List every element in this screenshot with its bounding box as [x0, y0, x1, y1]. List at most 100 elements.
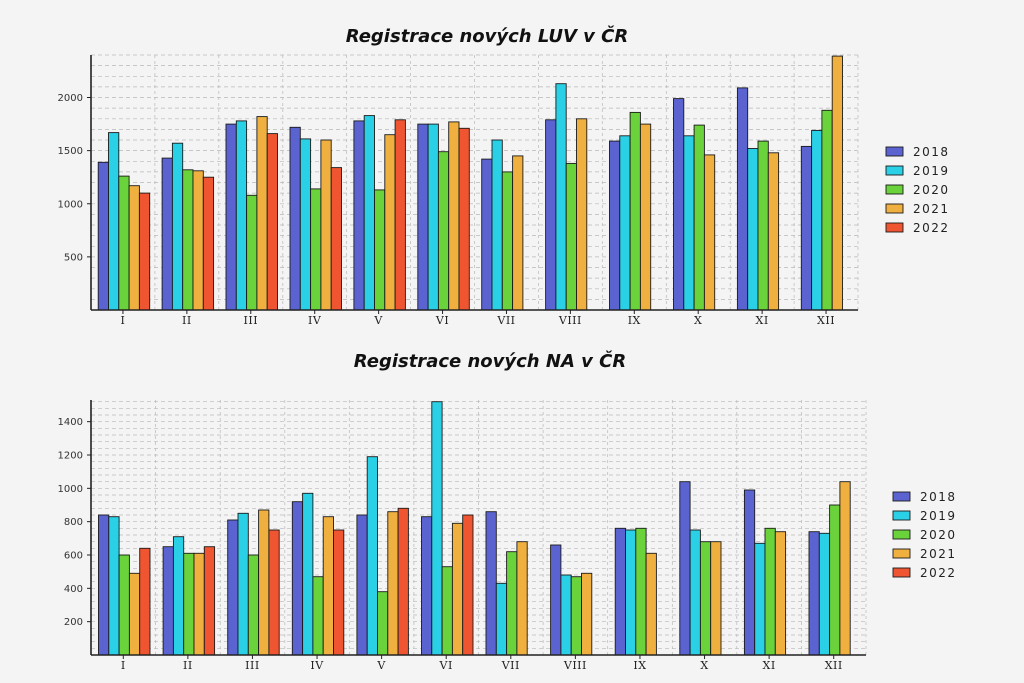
- bar-2018-III: [228, 520, 238, 655]
- bar-2021-XI: [775, 532, 785, 655]
- bar-2020-IV: [313, 577, 323, 655]
- x-tick-label: III: [244, 314, 259, 327]
- bar-2018-II: [163, 547, 173, 655]
- bar-2018-III: [226, 124, 236, 310]
- bar-2020-X: [694, 125, 704, 310]
- na-registration-chart: Registrace nových NA v ČR 20040060080010…: [58, 350, 957, 672]
- y-tick-labels: 500 1000 1500 2000: [58, 93, 91, 263]
- x-tick-labels: I II III IV V VI VII VIII IX X XI XII: [121, 655, 843, 672]
- x-tick-label: VIII: [558, 314, 582, 327]
- bar-2019-IX: [620, 136, 630, 310]
- bar-2021-V: [385, 135, 395, 310]
- bar-2018-VIII: [546, 120, 556, 310]
- bar-2018-VI: [422, 517, 432, 655]
- bar-2021-XII: [840, 482, 850, 655]
- bar-2022-VI: [459, 128, 469, 310]
- bar-2021-II: [193, 171, 203, 310]
- bar-2020-XI: [758, 141, 768, 310]
- x-tick-label: XII: [825, 659, 843, 672]
- x-tick-label: XII: [817, 314, 835, 327]
- legend: 2018 2019 2020 2021 2022: [886, 145, 950, 235]
- bar-2018-VI: [418, 124, 428, 310]
- bar-2022-IV: [331, 168, 341, 310]
- charts-canvas: Registrace nových LUV v ČR 5001000150020…: [0, 0, 1024, 683]
- bar-2021-XI: [768, 153, 778, 310]
- legend: 2018 2019 2020 2021 2022: [893, 490, 957, 580]
- bar-2018-XII: [801, 146, 811, 310]
- x-tick-label: XI: [756, 314, 769, 327]
- bar-2020-V: [378, 592, 388, 655]
- bar-2019-VIII: [556, 84, 566, 310]
- legend-label-2020: 2020: [913, 183, 950, 197]
- bar-2021-VII: [517, 542, 527, 655]
- legend-label-2021: 2021: [913, 202, 950, 216]
- chart-title: Registrace nových LUV v ČR: [346, 25, 628, 47]
- bar-2018-IV: [292, 502, 302, 655]
- bar-2018-II: [162, 158, 172, 310]
- y-tick-label: 200: [64, 617, 83, 628]
- bar-2019-V: [367, 457, 377, 655]
- bar-2021-VI: [449, 122, 459, 310]
- bar-2021-I: [129, 573, 139, 655]
- x-tick-label: IX: [633, 659, 646, 672]
- bar-2019-VIII: [561, 575, 571, 655]
- bar-2018-VII: [486, 512, 496, 655]
- x-tick-label: IV: [308, 314, 322, 327]
- bar-2019-VI: [428, 124, 438, 310]
- bar-2022-V: [398, 508, 408, 655]
- bar-2019-VII: [496, 583, 506, 655]
- bar-2019-IV: [303, 493, 313, 655]
- bar-2019-II: [173, 537, 183, 655]
- bar-2019-III: [238, 513, 248, 655]
- legend-label-2018: 2018: [920, 490, 957, 504]
- x-tick-label: III: [245, 659, 260, 672]
- bar-2018-X: [674, 99, 684, 310]
- bar-2019-IX: [626, 530, 636, 655]
- bar-2020-X: [700, 542, 710, 655]
- bar-2021-IV: [321, 140, 331, 310]
- y-tick-label: 1000: [58, 484, 83, 495]
- bar-2020-VI: [442, 567, 452, 655]
- x-tick-label: V: [373, 314, 383, 327]
- y-tick-label: 500: [64, 252, 83, 263]
- bar-2020-V: [375, 190, 385, 310]
- bar-2021-I: [129, 186, 139, 310]
- bar-2022-V: [395, 120, 405, 310]
- x-tick-label: VIII: [563, 659, 587, 672]
- bar-2020-VIII: [566, 163, 576, 310]
- y-tick-label: 2000: [58, 93, 83, 104]
- bar-2021-X: [711, 542, 721, 655]
- bar-2020-II: [184, 553, 194, 655]
- bar-2018-IX: [615, 528, 625, 655]
- bar-2020-IX: [636, 528, 646, 655]
- bar-2019-I: [109, 133, 119, 310]
- legend-label-2018: 2018: [913, 145, 950, 159]
- legend-swatch-2019: [893, 511, 910, 520]
- bar-2020-I: [119, 176, 129, 310]
- legend-swatch-2020: [893, 530, 910, 539]
- bar-2022-I: [139, 193, 149, 310]
- bar-2021-III: [259, 510, 269, 655]
- bar-2020-II: [183, 170, 193, 310]
- x-tick-label: VI: [439, 659, 453, 672]
- bars: [98, 56, 842, 310]
- bar-2019-X: [684, 136, 694, 310]
- bar-2019-V: [364, 116, 374, 310]
- bar-2020-VII: [507, 552, 517, 655]
- x-tick-label: VI: [435, 314, 449, 327]
- y-tick-label: 1400: [58, 417, 83, 428]
- x-tick-label: IX: [628, 314, 641, 327]
- bar-2019-XI: [755, 543, 765, 655]
- bar-2021-V: [388, 512, 398, 655]
- bar-2022-I: [140, 548, 150, 655]
- bar-2018-I: [99, 515, 109, 655]
- bar-2019-VI: [432, 402, 442, 655]
- bar-2021-VII: [513, 156, 523, 310]
- bar-2021-XII: [832, 56, 842, 310]
- bar-2020-XI: [765, 528, 775, 655]
- legend-swatch-2019: [886, 166, 903, 175]
- bar-2019-X: [690, 530, 700, 655]
- legend-label-2020: 2020: [920, 528, 957, 542]
- bar-2021-X: [704, 155, 714, 310]
- x-tick-label: V: [376, 659, 386, 672]
